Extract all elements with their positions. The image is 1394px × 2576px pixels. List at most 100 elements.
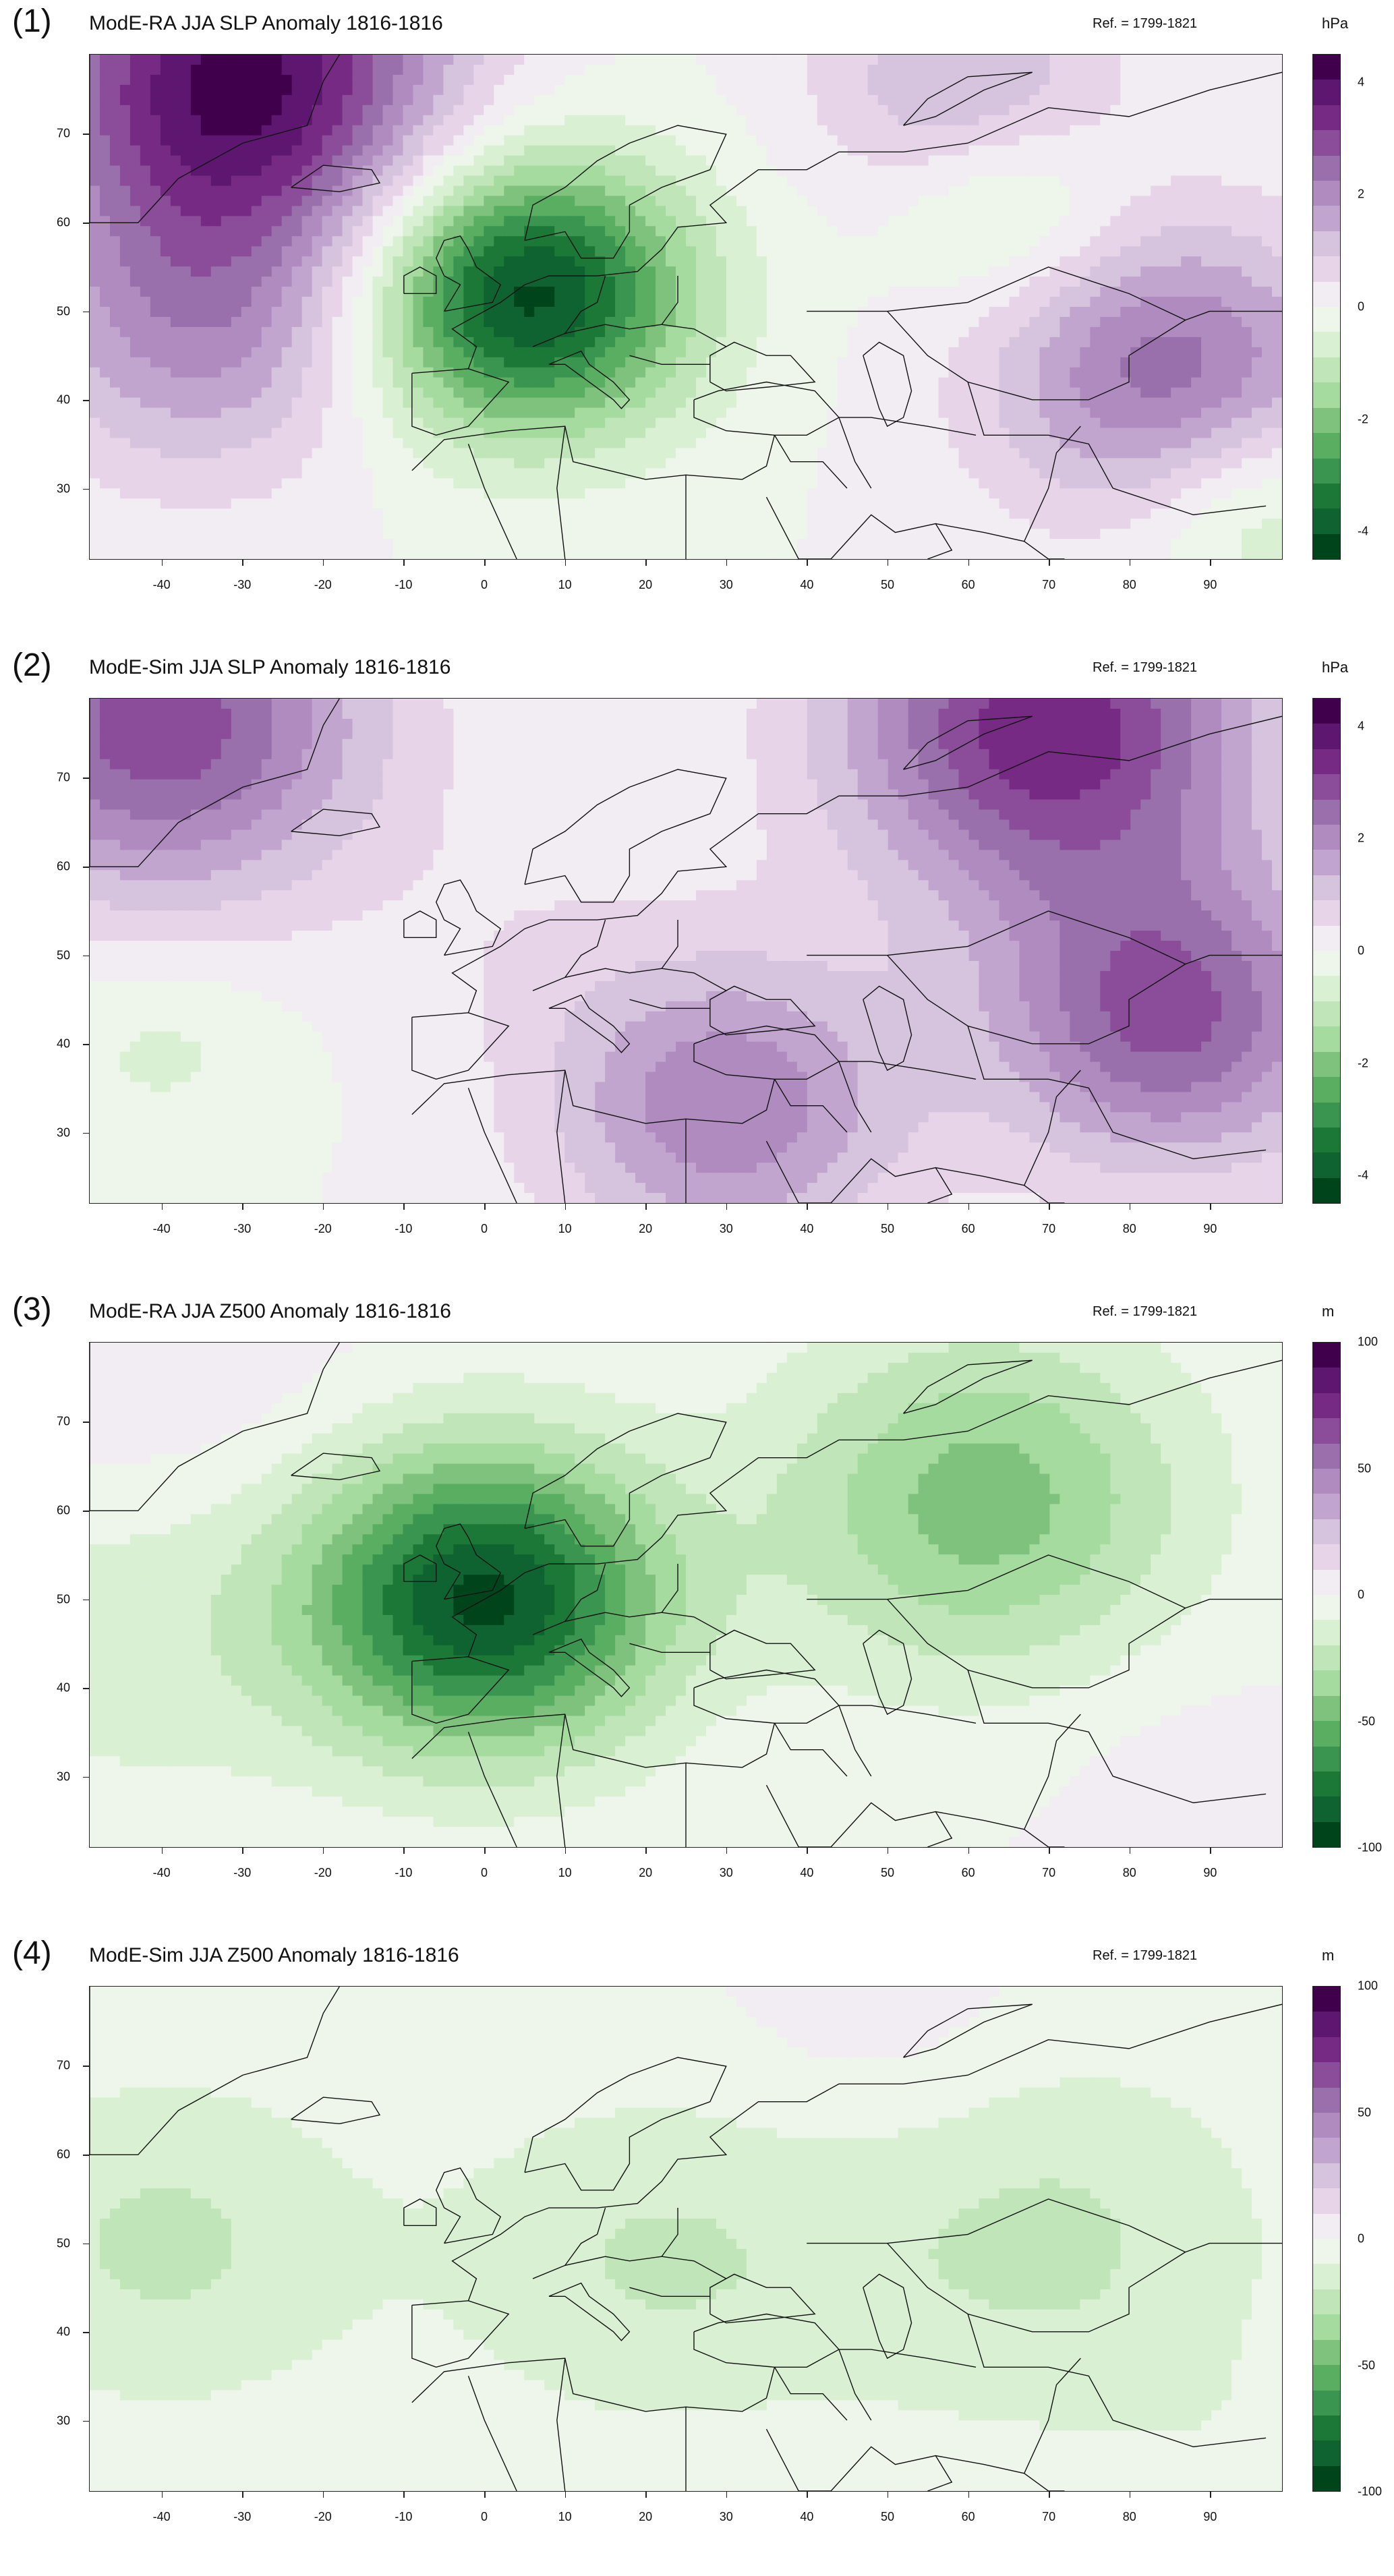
field-cell xyxy=(757,136,767,146)
field-cell xyxy=(463,236,474,247)
field-cell xyxy=(1120,216,1131,227)
field-cell xyxy=(919,347,929,358)
field-cell xyxy=(1090,75,1101,86)
field-cell xyxy=(767,156,778,167)
field-cell xyxy=(191,458,202,469)
field-cell xyxy=(736,317,747,328)
field-cell xyxy=(585,216,596,227)
field-cell xyxy=(989,327,999,338)
field-cell xyxy=(534,388,545,399)
field-cell xyxy=(949,226,960,237)
field-cell xyxy=(1272,216,1282,227)
field-cell xyxy=(1262,115,1273,126)
field-cell xyxy=(898,125,909,136)
field-cell xyxy=(999,317,1010,328)
field-cell xyxy=(473,55,484,65)
field-cell xyxy=(504,55,515,65)
field-cell xyxy=(1090,428,1101,439)
field-cell xyxy=(615,327,626,338)
field-cell xyxy=(504,85,515,96)
field-cell xyxy=(383,176,394,187)
field-cell xyxy=(1262,297,1273,308)
field-cell xyxy=(181,337,192,348)
field-cell xyxy=(1262,166,1273,177)
field-cell xyxy=(1201,357,1212,368)
field-cell xyxy=(1029,236,1040,247)
field-cell xyxy=(1262,136,1273,146)
field-cell xyxy=(757,85,767,96)
field-cell xyxy=(221,256,232,267)
field-cell xyxy=(1272,55,1282,65)
field-cell xyxy=(302,368,313,378)
field-cell xyxy=(919,236,929,247)
field-cell xyxy=(312,276,323,287)
field-cell xyxy=(1252,458,1262,469)
field-cell xyxy=(666,185,676,196)
field-cell xyxy=(1272,398,1282,409)
field-cell xyxy=(343,418,353,429)
field-cell xyxy=(797,236,808,247)
field-cell xyxy=(656,428,666,439)
field-cell xyxy=(383,347,394,358)
field-cell xyxy=(120,115,131,126)
field-cell xyxy=(747,236,757,247)
field-cell xyxy=(615,75,626,86)
field-cell xyxy=(302,206,313,216)
field-cell xyxy=(393,378,403,388)
field-cell xyxy=(615,438,626,448)
field-cell xyxy=(645,458,656,469)
field-cell xyxy=(807,418,818,429)
field-cell xyxy=(463,458,474,469)
field-cell xyxy=(696,256,707,267)
field-cell xyxy=(332,136,343,146)
field-cell xyxy=(908,357,919,368)
field-cell xyxy=(282,478,293,489)
field-cell xyxy=(484,337,494,348)
field-cell xyxy=(1140,468,1151,479)
field-cell xyxy=(929,327,939,338)
field-cell xyxy=(817,85,828,96)
field-cell xyxy=(676,317,687,328)
field-cell xyxy=(554,337,565,348)
field-cell xyxy=(484,95,494,106)
field-cell xyxy=(787,266,798,277)
field-cell xyxy=(726,428,737,439)
field-cell xyxy=(929,266,939,277)
field-cell xyxy=(908,297,919,308)
field-cell xyxy=(403,196,413,206)
field-cell xyxy=(949,438,960,448)
field-cell xyxy=(949,448,960,459)
field-cell xyxy=(817,216,828,227)
field-cell xyxy=(262,236,272,247)
field-cell xyxy=(1100,65,1111,76)
field-cell xyxy=(726,176,737,187)
field-cell xyxy=(363,125,374,136)
field-cell xyxy=(544,276,555,287)
field-cell xyxy=(919,216,929,227)
field-cell xyxy=(747,185,757,196)
field-cell xyxy=(514,327,525,338)
field-cell xyxy=(353,438,364,448)
field-cell xyxy=(1221,75,1232,86)
field-cell xyxy=(1181,176,1192,187)
field-cell xyxy=(605,266,616,277)
field-cell xyxy=(1080,297,1091,308)
field-cell xyxy=(343,206,353,216)
field-cell xyxy=(726,196,737,206)
field-cell xyxy=(686,428,697,439)
field-cell xyxy=(959,146,970,156)
field-cell xyxy=(767,357,778,368)
field-cell xyxy=(332,317,343,328)
field-cell xyxy=(110,347,121,358)
field-cell xyxy=(848,95,859,106)
field-cell xyxy=(908,276,919,287)
field-cell xyxy=(272,166,283,177)
field-cell xyxy=(868,125,879,136)
field-cell xyxy=(241,468,252,479)
field-cell xyxy=(252,115,262,126)
field-cell xyxy=(150,185,161,196)
field-cell xyxy=(302,176,313,187)
field-cell xyxy=(453,156,464,167)
field-cell xyxy=(514,448,525,459)
field-cell xyxy=(1231,246,1242,257)
